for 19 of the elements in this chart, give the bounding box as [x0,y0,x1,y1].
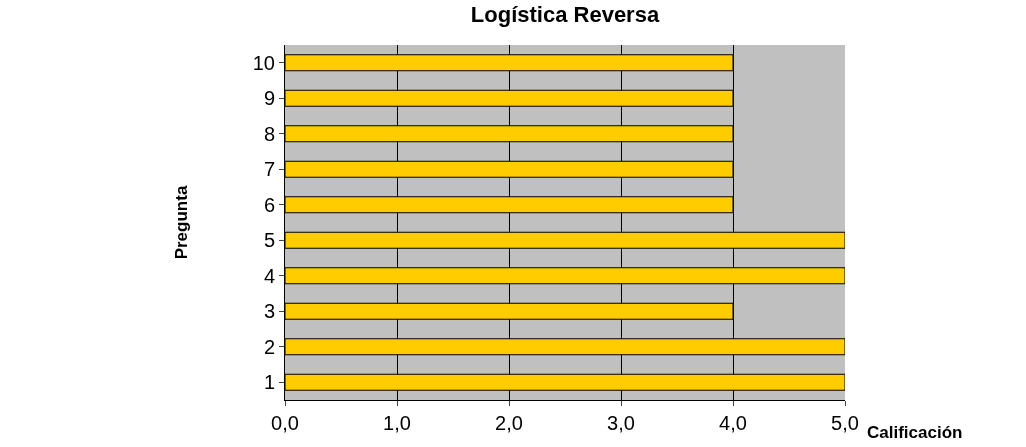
y-tick-label: 1 [263,371,275,394]
y-axis-title: Pregunta [172,185,192,260]
x-tick-label: 0,0 [271,412,299,434]
x-tick-label: 4,0 [719,412,747,434]
chart-title: Logística Reversa [470,2,660,28]
y-tick-label: 5 [263,229,275,252]
y-tick-label: 8 [263,122,275,145]
x-axis-title: Calificación [867,423,963,442]
y-tick-label: 7 [263,158,275,181]
x-tick-label: 2,0 [495,412,523,434]
y-tick-label: 9 [263,87,275,110]
y-tick-label: 3 [263,300,275,323]
x-tick-label: 5,0 [831,412,859,434]
y-tick-label: 2 [263,335,275,358]
y-tick-label: 10 [252,51,275,74]
y-tick-label: 6 [263,193,275,216]
y-tick-label: 4 [263,264,275,287]
x-tick-label: 3,0 [607,412,635,434]
x-tick-label: 1,0 [383,412,411,434]
